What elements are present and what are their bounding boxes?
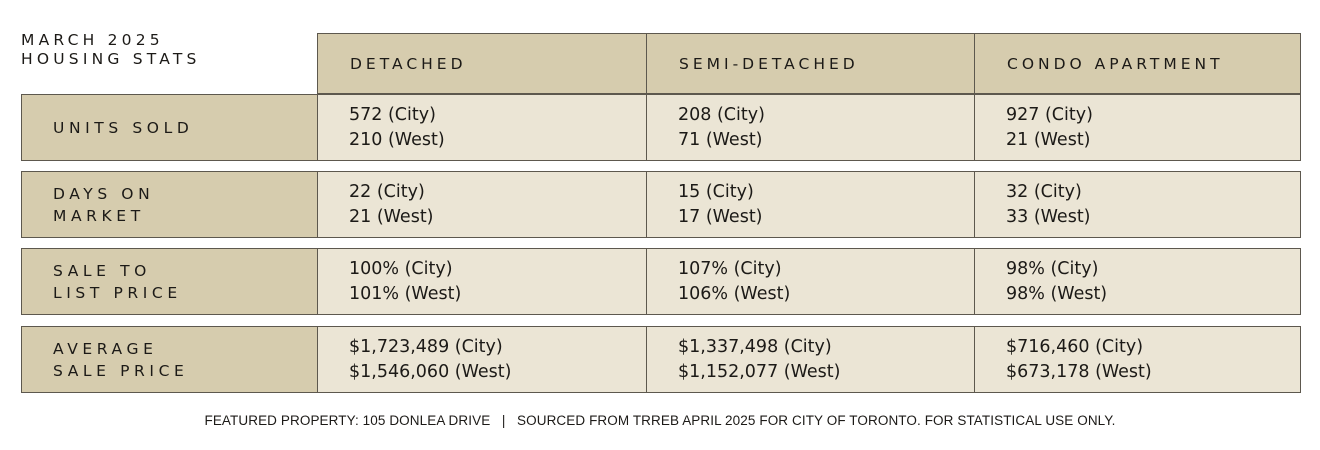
data-cell: 98% (City) 98% (West)	[974, 249, 1300, 314]
city-value: 22 (City)	[349, 181, 425, 202]
row-sale-to-list-price: SALE TO LIST PRICE 100% (City) 101% (Wes…	[21, 248, 1301, 315]
row-average-sale-price: AVERAGE SALE PRICE $1,723,489 (City) $1,…	[21, 326, 1301, 393]
data-cell: 15 (City) 17 (West)	[646, 172, 974, 237]
data-cell: 32 (City) 33 (West)	[974, 172, 1300, 237]
data-cell: $1,337,498 (City) $1,152,077 (West)	[646, 327, 974, 392]
data-cell: 572 (City) 210 (West)	[318, 95, 646, 160]
row-label: SALE TO LIST PRICE	[22, 249, 318, 314]
city-value: 15 (City)	[678, 181, 754, 202]
city-value: 32 (City)	[1006, 181, 1082, 202]
footer-note: FEATURED PROPERTY: 105 DONLEA DRIVE | SO…	[204, 413, 1116, 428]
data-cell: 107% (City) 106% (West)	[646, 249, 974, 314]
row-label: DAYS ON MARKET	[22, 172, 318, 237]
row-label: UNITS SOLD	[22, 95, 318, 160]
west-value: 101% (West)	[349, 283, 462, 304]
row-units-sold: UNITS SOLD 572 (City) 210 (West) 208 (Ci…	[21, 94, 1301, 161]
column-header-condo-apartment: CONDO APARTMENT	[974, 34, 1300, 93]
west-value: $1,152,077 (West)	[678, 361, 841, 382]
city-value: $1,337,498 (City)	[678, 336, 832, 357]
west-value: $1,546,060 (West)	[349, 361, 512, 382]
west-value: 17 (West)	[678, 206, 763, 227]
data-cell: 927 (City) 21 (West)	[974, 95, 1300, 160]
stats-title: MARCH 2025 HOUSING STATS	[21, 31, 201, 68]
city-value: 100% (City)	[349, 258, 453, 279]
data-cell: 22 (City) 21 (West)	[318, 172, 646, 237]
west-value: 33 (West)	[1006, 206, 1091, 227]
column-header-row: DETACHED SEMI-DETACHED CONDO APARTMENT	[317, 33, 1301, 94]
city-value: 572 (City)	[349, 104, 436, 125]
data-cell: $716,460 (City) $673,178 (West)	[974, 327, 1300, 392]
data-cell: $1,723,489 (City) $1,546,060 (West)	[318, 327, 646, 392]
west-value: $673,178 (West)	[1006, 361, 1152, 382]
data-cell: 100% (City) 101% (West)	[318, 249, 646, 314]
west-value: 21 (West)	[349, 206, 434, 227]
column-header-detached: DETACHED	[350, 54, 467, 73]
city-value: $716,460 (City)	[1006, 336, 1144, 357]
column-header-semi-detached: SEMI-DETACHED	[646, 34, 974, 93]
west-value: 106% (West)	[678, 283, 791, 304]
row-days-on-market: DAYS ON MARKET 22 (City) 21 (West) 15 (C…	[21, 171, 1301, 238]
row-label: AVERAGE SALE PRICE	[22, 327, 318, 392]
west-value: 21 (West)	[1006, 129, 1091, 150]
west-value: 71 (West)	[678, 129, 763, 150]
data-cell: 208 (City) 71 (West)	[646, 95, 974, 160]
city-value: 107% (City)	[678, 258, 782, 279]
city-value: 927 (City)	[1006, 104, 1093, 125]
west-value: 98% (West)	[1006, 283, 1108, 304]
west-value: 210 (West)	[349, 129, 445, 150]
city-value: $1,723,489 (City)	[349, 336, 503, 357]
city-value: 98% (City)	[1006, 258, 1099, 279]
city-value: 208 (City)	[678, 104, 765, 125]
